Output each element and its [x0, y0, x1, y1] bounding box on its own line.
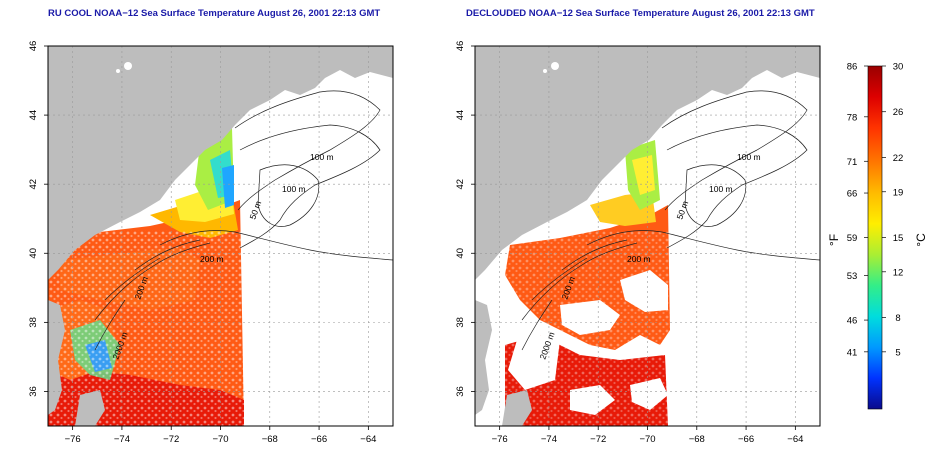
y-tick-label: 36	[455, 386, 466, 397]
fahrenheit-axis-label: °F	[827, 234, 841, 246]
y-tick-label: 46	[28, 41, 39, 52]
right-land	[475, 46, 820, 426]
contour-label: 100 m	[737, 152, 761, 162]
x-tick-label: −68	[262, 434, 278, 445]
right-map-grid	[475, 46, 820, 426]
left-sst-field	[48, 128, 244, 426]
left-map-axes: −76 −74 −72 −70 −68 −66 −64 36 38 40 42 44 46	[28, 41, 376, 445]
fahrenheit-tick-label: 59	[847, 233, 858, 244]
y-tick-label: 40	[28, 248, 39, 259]
celsius-tick-label: 5	[895, 347, 900, 358]
y-tick-label: 38	[28, 317, 39, 328]
y-tick-label: 42	[455, 179, 466, 190]
x-tick-label: −64	[360, 434, 376, 445]
temperature-colorbar: 30 26 22 19 15 12 8 5 86 78 71 66 59 53 46 41 °F °C	[827, 62, 928, 410]
right-sst-field	[505, 140, 670, 426]
celsius-tick-label: 15	[893, 233, 904, 244]
x-tick-label: −66	[311, 434, 327, 445]
right-map-title: DECLOUDED NOAA−12 Sea Surface Temperatur…	[466, 8, 815, 19]
fahrenheit-tick-label: 41	[847, 347, 858, 358]
x-tick-label: −72	[590, 434, 606, 445]
right-map-axes: −76 −74 −72 −70 −68 −66 −64 36 38 40 42 44 46	[455, 41, 803, 445]
y-tick-label: 46	[455, 41, 466, 52]
x-tick-label: −70	[639, 434, 655, 445]
fahrenheit-tick-label: 71	[847, 157, 858, 168]
celsius-tick-label: 12	[893, 267, 904, 278]
contour-label: 200 m	[200, 254, 224, 264]
contour-label: 200 m	[627, 254, 651, 264]
x-tick-label: −76	[65, 434, 81, 445]
x-tick-label: −64	[787, 434, 803, 445]
celsius-tick-label: 8	[895, 313, 900, 324]
y-tick-label: 42	[28, 179, 39, 190]
celsius-tick-label: 30	[893, 62, 904, 73]
celsius-tick-label: 22	[893, 153, 904, 164]
fahrenheit-tick-label: 53	[847, 271, 858, 282]
fahrenheit-tick-label: 78	[847, 112, 858, 123]
contour-label: 100 m	[282, 184, 306, 194]
fahrenheit-tick-label: 86	[847, 62, 858, 73]
y-tick-label: 38	[455, 317, 466, 328]
right-sst-map: 100 m 100 m 50 m 200 m 200 m 2000 m −76−…	[455, 41, 821, 445]
x-tick-label: −72	[163, 434, 179, 445]
x-tick-label: −76	[492, 434, 508, 445]
left-map-title: RU COOL NOAA−12 Sea Surface Temperature …	[48, 8, 381, 19]
contour-label: 100 m	[310, 152, 334, 162]
y-tick-label: 40	[455, 248, 466, 259]
celsius-tick-label: 19	[893, 187, 904, 198]
contour-label: 100 m	[709, 184, 733, 194]
left-sst-map: 100 m 100 m 50 m 200 m 200 m 2000 m −76−…	[28, 41, 394, 445]
x-tick-label: −68	[689, 434, 705, 445]
left-bathymetry-contours	[94, 90, 393, 351]
fahrenheit-tick-label: 66	[847, 189, 858, 200]
y-tick-label: 36	[28, 386, 39, 397]
celsius-tick-label: 26	[893, 107, 904, 118]
colorbar-ticks: 30 26 22 19 15 12 8 5 86 78 71 66 59 53 46 41	[847, 62, 904, 359]
left-map-grid	[48, 46, 393, 426]
x-tick-label: −74	[114, 434, 130, 445]
right-bathymetry-contours	[521, 90, 820, 351]
celsius-axis-label: °C	[914, 233, 928, 247]
left-land	[48, 46, 393, 426]
colorbar-gradient	[867, 65, 883, 410]
y-tick-label: 44	[455, 110, 466, 121]
x-tick-label: −70	[212, 434, 228, 445]
y-tick-label: 44	[28, 110, 39, 121]
fahrenheit-tick-label: 46	[847, 316, 858, 327]
x-tick-label: −66	[738, 434, 754, 445]
x-tick-label: −74	[541, 434, 557, 445]
